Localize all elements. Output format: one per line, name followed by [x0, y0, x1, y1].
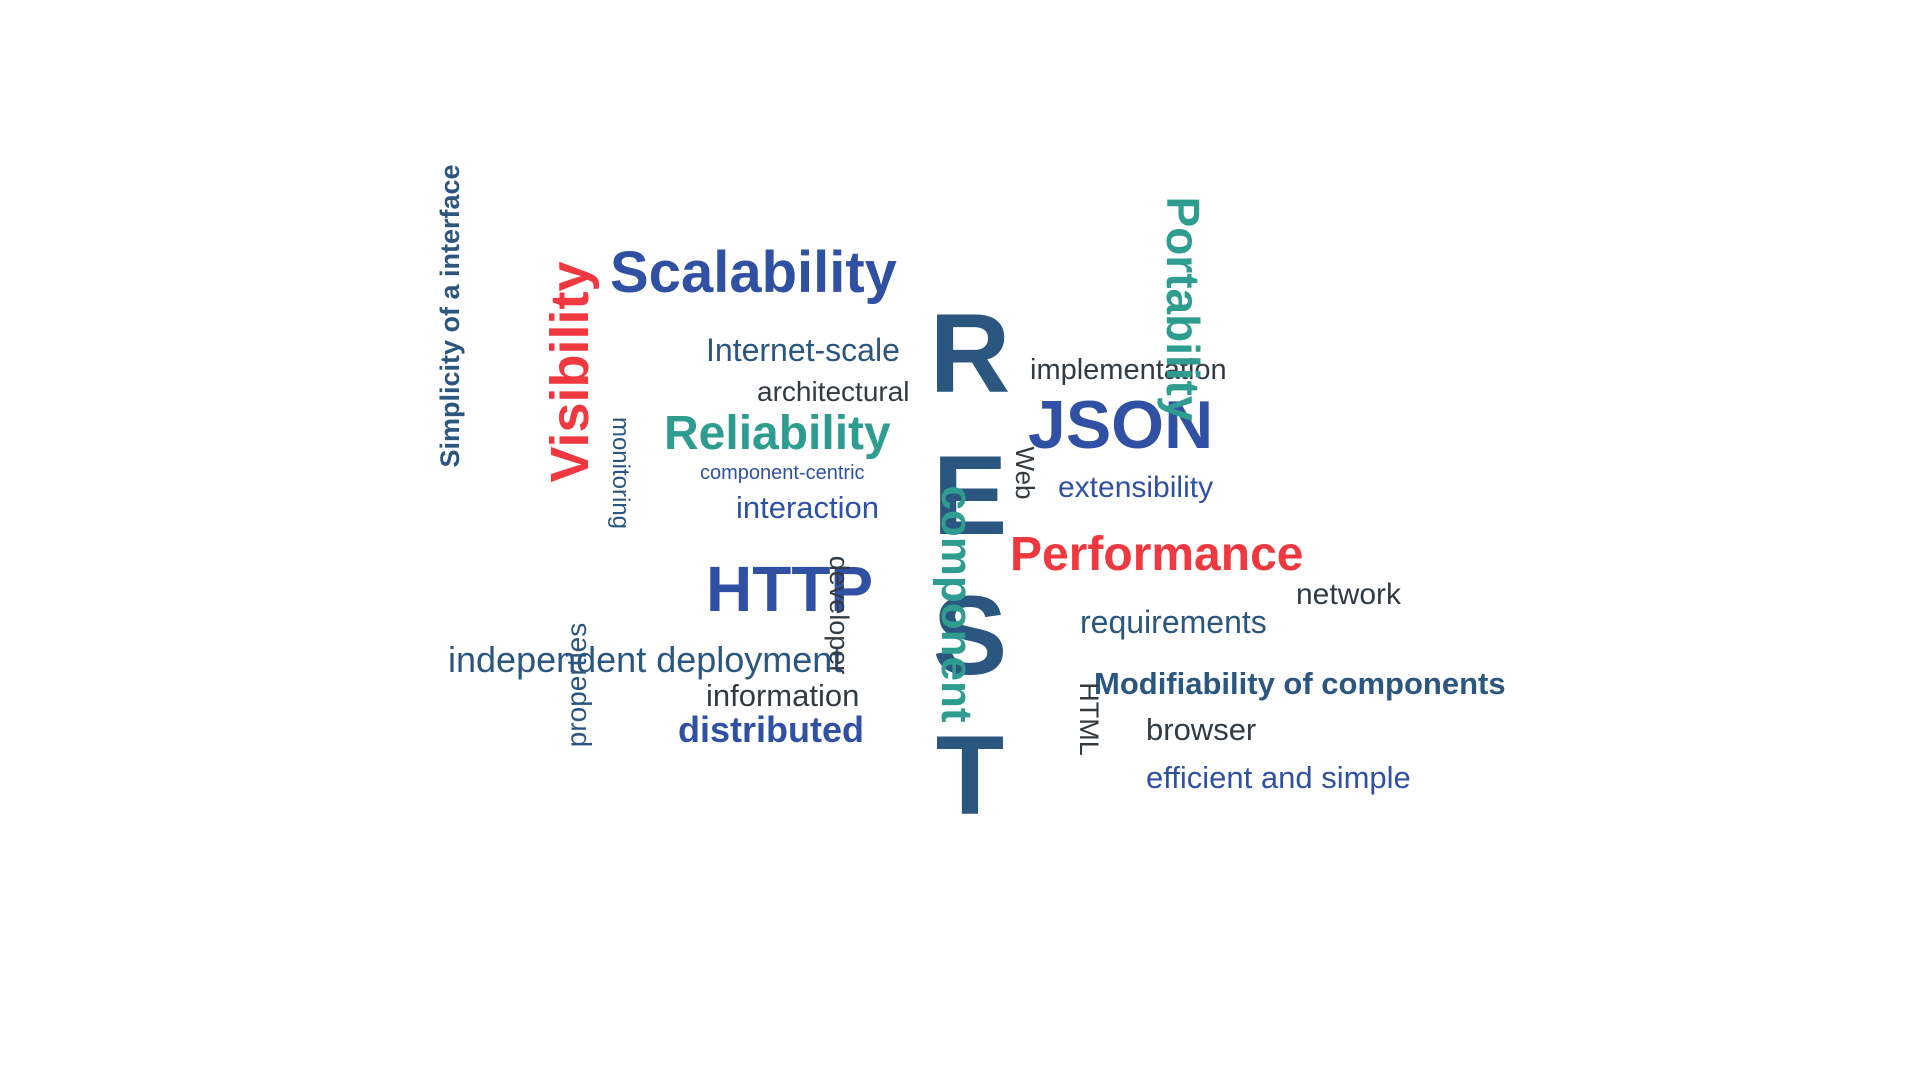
word-internet-scale: Internet-scale	[706, 332, 900, 368]
word-developer: developer	[824, 555, 854, 675]
word-component-centric: component-centric	[700, 462, 865, 484]
rest-letter-r: R	[929, 291, 1011, 416]
word-distributed: distributed	[678, 709, 864, 750]
word-json: JSON	[1028, 387, 1214, 463]
word-architectural: architectural	[757, 376, 910, 407]
word-simplicity: Simplicity of a interface	[435, 164, 465, 468]
rest-letter-e: E	[932, 433, 1008, 558]
word-web: Web	[1010, 446, 1040, 500]
word-interaction: interaction	[736, 490, 880, 525]
word-scalability: Scalability	[610, 240, 897, 305]
word-network: network	[1296, 578, 1402, 611]
word-properties: properties	[561, 622, 592, 748]
word-browser: browser	[1146, 712, 1257, 747]
word-reliability: Reliability	[664, 407, 891, 460]
word-html: HTML	[1074, 682, 1104, 756]
word-visibility: Visibility	[540, 261, 600, 483]
word-requirements: requirements	[1080, 604, 1267, 640]
word-independent-deployment: independent deployment	[448, 639, 843, 680]
word-efficient-and-simple: efficient and simple	[1146, 760, 1411, 795]
word-component: component	[932, 485, 981, 723]
rest-letter-s: S	[932, 573, 1008, 698]
word-extensibility: extensibility	[1058, 471, 1214, 504]
word-modifiability: Modifiability of components	[1094, 666, 1506, 701]
word-information: information	[706, 678, 860, 713]
word-monitoring: monitoring	[607, 416, 634, 530]
word-http: HTTP	[706, 553, 874, 625]
word-portability: Portability	[1157, 196, 1209, 422]
word-performance: Performance	[1010, 528, 1304, 581]
rest-letter-t: T	[935, 713, 1005, 838]
word-implementation: implementation	[1030, 354, 1227, 386]
